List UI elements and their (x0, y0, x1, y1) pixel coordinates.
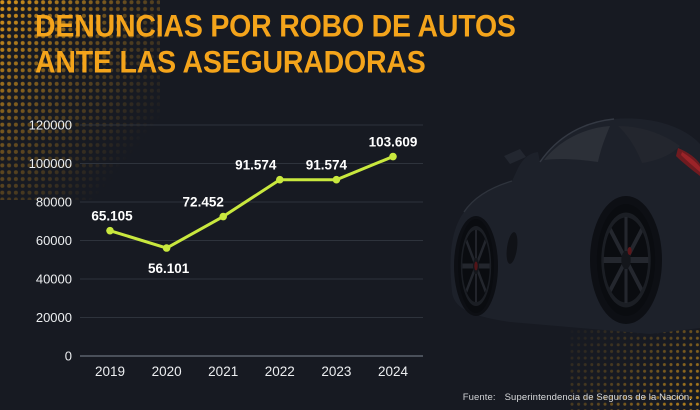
data-point (389, 152, 397, 161)
data-point (162, 244, 171, 252)
y-tick-label: 60000 (36, 233, 72, 248)
data-point-label: 91.574 (306, 158, 348, 173)
data-line (108, 155, 395, 250)
x-tick-label: 2021 (208, 364, 238, 379)
car-silhouette-image (450, 118, 700, 334)
source-label: Fuente: (462, 392, 496, 403)
x-tick-label: 2019 (95, 364, 125, 379)
y-tick-label: 80000 (36, 195, 72, 210)
x-tick-label: 2022 (265, 364, 295, 379)
source-text: Superintendencia de Seguros de la Nación… (504, 392, 692, 403)
data-point (219, 212, 227, 221)
page-title: DENUNCIAS POR ROBO DE AUTOS ANTE LAS ASE… (35, 7, 516, 80)
data-point (106, 226, 114, 235)
data-point (276, 175, 284, 184)
line-chart: 0 20000 40000 60000 80000 100000 120000 2019 202… (28, 112, 428, 388)
data-point-label: 103.609 (369, 135, 418, 150)
data-point-label: 72.452 (183, 195, 224, 210)
data-point-label: 91.574 (235, 158, 277, 173)
y-tick-label: 40000 (36, 272, 72, 287)
data-point (332, 175, 341, 184)
source-attribution: Fuente: Superintendencia de Seguros de la… (463, 392, 692, 403)
x-tick-label: 2020 (152, 364, 182, 379)
data-point-label: 56.101 (148, 261, 190, 276)
y-tick-label: 20000 (36, 310, 72, 325)
y-tick-label: 0 (65, 349, 72, 364)
y-tick-label: 120000 (29, 118, 72, 133)
title-line-2: ANTE LAS ASEGURADORAS (35, 45, 426, 81)
line-chart-svg: 0 20000 40000 60000 80000 100000 120000 2019 202… (29, 118, 423, 379)
data-point-label: 65.105 (91, 209, 133, 224)
y-tick-label: 100000 (29, 156, 72, 171)
x-tick-label: 2023 (321, 364, 351, 379)
x-tick-label: 2024 (378, 364, 409, 379)
title-line-1: DENUNCIAS POR ROBO DE AUTOS (35, 9, 516, 45)
